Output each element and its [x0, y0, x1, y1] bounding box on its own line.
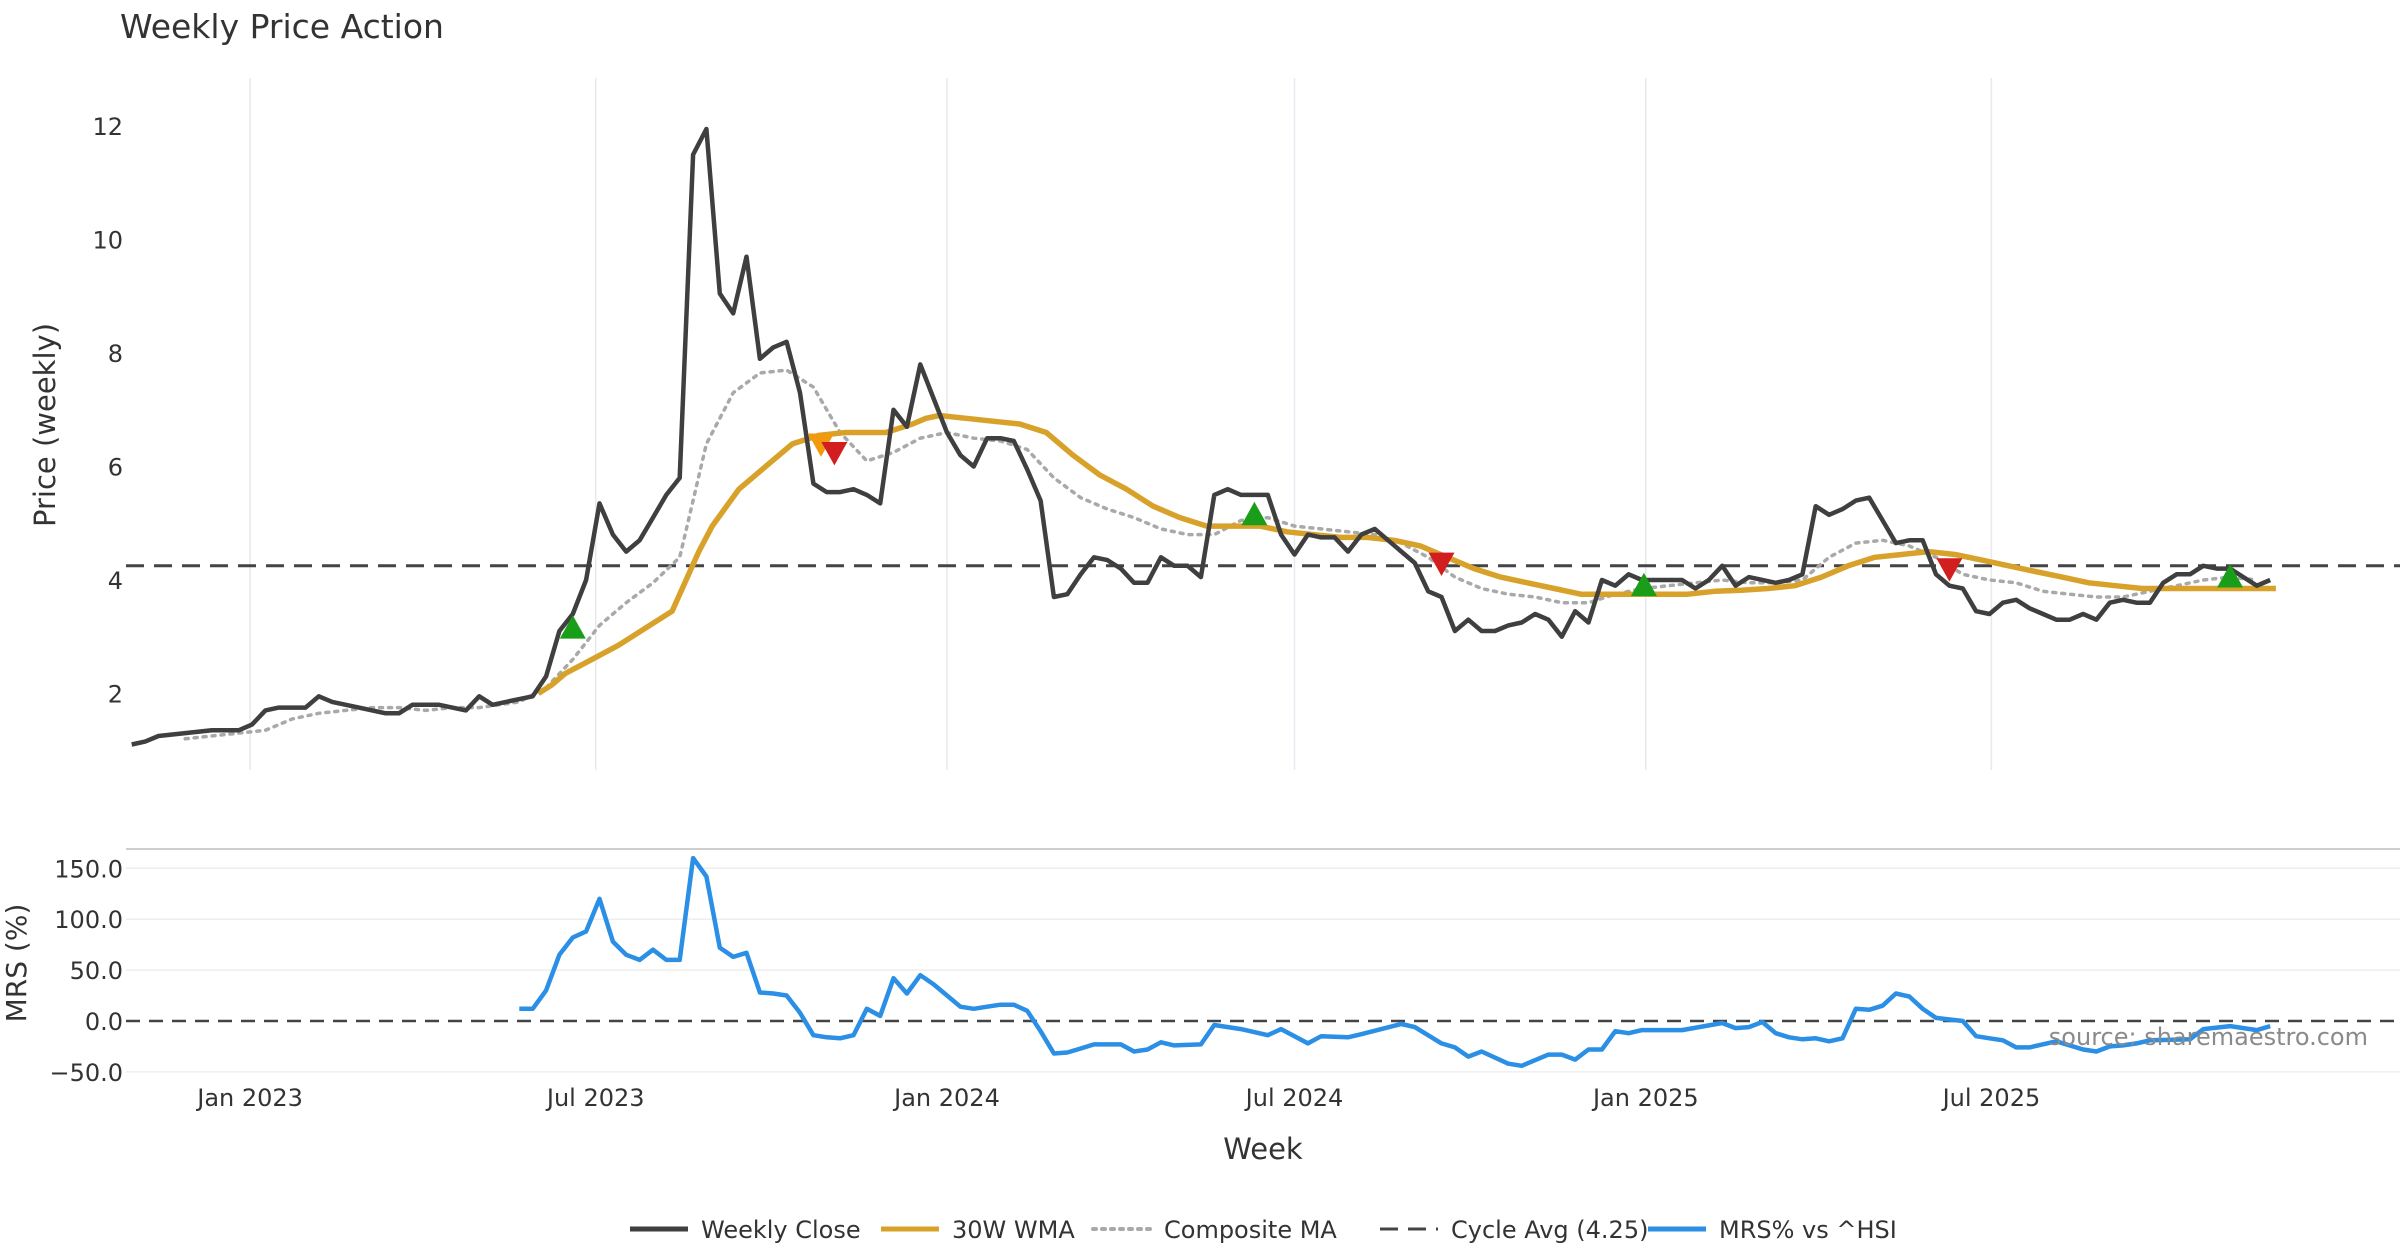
price-y-tick-label: 4	[108, 567, 123, 595]
mrs-y-tick-label: 0.0	[85, 1008, 123, 1036]
legend: Weekly Close 30W WMA Composite MA Cycle Avg…	[630, 1216, 1897, 1244]
x-tick-label: Jan 2024	[892, 1084, 1000, 1112]
mrs-y-tick-label: −50.0	[49, 1059, 123, 1087]
price-y-ticks: 2 4 6 8 10 12	[92, 113, 123, 708]
sell-signal-marker	[821, 442, 848, 466]
composite-ma-line	[183, 368, 2259, 741]
mrs-y-ticks: −50.0 0.0 50.0 100.0 150.0	[49, 855, 123, 1087]
mrs-series	[126, 855, 2400, 1069]
buy-signal-marker	[2217, 564, 2244, 588]
legend-label: 30W WMA	[952, 1216, 1075, 1244]
wma-30w-line	[536, 412, 2276, 696]
chart-title: Weekly Price Action	[120, 7, 444, 46]
price-series	[126, 126, 2400, 747]
sell-signal-marker	[1936, 558, 1963, 582]
watermark: source: sharemaestro.com	[2049, 1023, 2368, 1051]
price-y-tick-label: 6	[108, 454, 123, 482]
buy-signal-marker	[1630, 572, 1657, 597]
price-y-tick-label: 2	[108, 680, 123, 708]
price-y-tick-label: 12	[92, 113, 123, 141]
x-tick-label: Jan 2025	[1591, 1084, 1699, 1112]
mrs-grid	[126, 867, 2400, 1073]
price-grid	[249, 78, 1993, 770]
legend-label: MRS% vs ^HSI	[1719, 1216, 1897, 1244]
legend-label: Weekly Close	[701, 1216, 861, 1244]
legend-label: Cycle Avg (4.25)	[1451, 1216, 1648, 1244]
x-tick-label: Jul 2024	[1244, 1084, 1344, 1112]
x-tick-label: Jul 2023	[545, 1084, 645, 1112]
sell-signal-marker	[808, 433, 834, 457]
buy-signal-marker	[559, 615, 586, 639]
buy-signal-marker	[1241, 501, 1268, 526]
x-axis-label: Week	[1223, 1132, 1303, 1166]
price-y-axis-label: Price (weekly)	[28, 323, 62, 527]
x-tick-label: Jan 2023	[195, 1084, 303, 1112]
weekly-close-line	[131, 126, 2272, 747]
legend-label: Composite MA	[1164, 1216, 1337, 1244]
x-ticks: Jan 2023 Jul 2023 Jan 2024 Jul 2024 Jan 2025…	[195, 1084, 2040, 1112]
price-y-tick-label: 10	[92, 227, 123, 255]
sell-signal-marker	[1428, 552, 1455, 576]
price-y-tick-label: 8	[108, 340, 123, 368]
x-tick-label: Jul 2025	[1941, 1084, 2041, 1112]
mrs-y-axis-label: MRS (%)	[0, 904, 33, 1023]
mrs-y-tick-label: 150.0	[54, 855, 123, 883]
mrs-y-tick-label: 100.0	[54, 906, 123, 934]
mrs-line	[519, 855, 2271, 1069]
mrs-y-tick-label: 50.0	[70, 957, 123, 985]
